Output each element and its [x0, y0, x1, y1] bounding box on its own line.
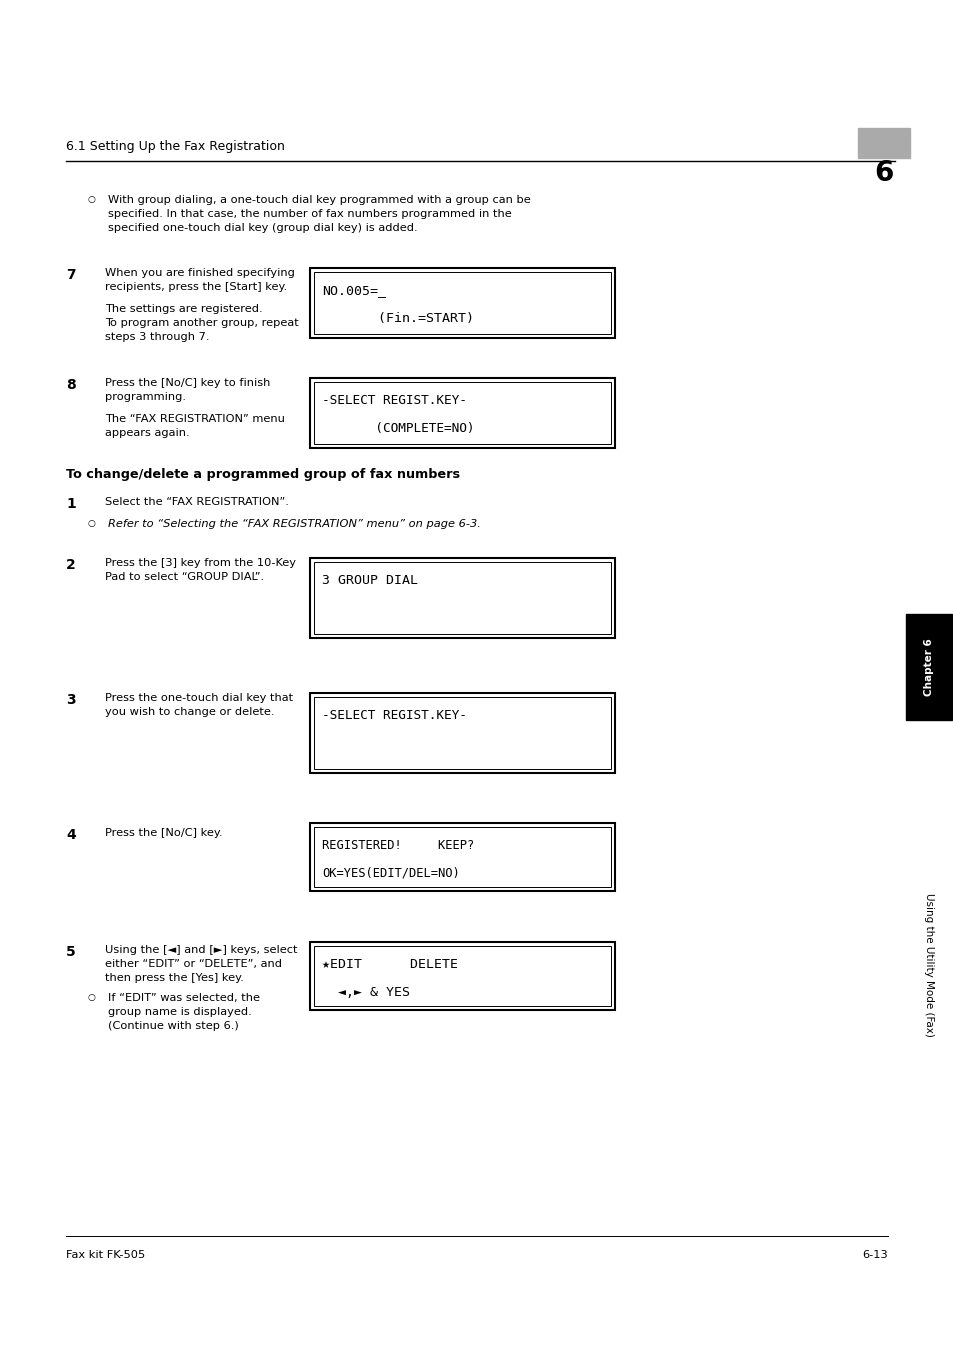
Text: specified one-touch dial key (group dial key) is added.: specified one-touch dial key (group dial…: [108, 223, 417, 232]
Text: ★EDIT      DELETE: ★EDIT DELETE: [322, 958, 457, 971]
Text: 6-13: 6-13: [862, 1250, 887, 1260]
Text: specified. In that case, the number of fax numbers programmed in the: specified. In that case, the number of f…: [108, 209, 511, 219]
Text: To program another group, repeat: To program another group, repeat: [105, 317, 298, 328]
Text: ◄,► & YES: ◄,► & YES: [322, 986, 410, 998]
Text: (Fin.=START): (Fin.=START): [322, 312, 474, 326]
Text: Press the [3] key from the 10-Key: Press the [3] key from the 10-Key: [105, 558, 295, 567]
Bar: [314, 697, 610, 769]
Bar: [310, 267, 615, 338]
Text: 1: 1: [66, 497, 75, 511]
Bar: [314, 562, 610, 634]
Text: Using the Utility Mode (Fax): Using the Utility Mode (Fax): [923, 893, 933, 1038]
Text: ○: ○: [88, 519, 95, 528]
Text: programming.: programming.: [105, 392, 186, 403]
Text: Pad to select “GROUP DIAL”.: Pad to select “GROUP DIAL”.: [105, 571, 264, 582]
Bar: [905, 613, 951, 720]
Bar: [310, 693, 615, 773]
Bar: [314, 382, 610, 444]
Text: Select the “FAX REGISTRATION”.: Select the “FAX REGISTRATION”.: [105, 497, 289, 507]
Text: Fax kit FK-505: Fax kit FK-505: [66, 1250, 145, 1260]
Text: ○: ○: [88, 993, 95, 1002]
Bar: [310, 942, 615, 1011]
Text: 8: 8: [66, 378, 75, 392]
Text: recipients, press the [Start] key.: recipients, press the [Start] key.: [105, 282, 287, 292]
Bar: [310, 823, 615, 892]
Text: (Continue with step 6.): (Continue with step 6.): [108, 1021, 238, 1031]
Bar: [857, 128, 909, 158]
Text: NO.005=_: NO.005=_: [322, 284, 386, 297]
Text: Press the [No/C] key.: Press the [No/C] key.: [105, 828, 222, 838]
Text: The settings are registered.: The settings are registered.: [105, 304, 262, 313]
Text: REGISTERED!     KEEP?: REGISTERED! KEEP?: [322, 839, 474, 852]
Text: group name is displayed.: group name is displayed.: [108, 1006, 252, 1017]
Text: 4: 4: [66, 828, 75, 842]
Text: you wish to change or delete.: you wish to change or delete.: [105, 707, 274, 717]
Text: -SELECT REGIST.KEY-: -SELECT REGIST.KEY-: [322, 709, 466, 721]
Text: 6: 6: [873, 159, 893, 186]
Text: With group dialing, a one-touch dial key programmed with a group can be: With group dialing, a one-touch dial key…: [108, 195, 530, 205]
Text: appears again.: appears again.: [105, 428, 190, 438]
Text: either “EDIT” or “DELETE”, and: either “EDIT” or “DELETE”, and: [105, 959, 282, 969]
Text: The “FAX REGISTRATION” menu: The “FAX REGISTRATION” menu: [105, 413, 285, 424]
Text: Press the [No/C] key to finish: Press the [No/C] key to finish: [105, 378, 270, 388]
Text: Using the [◄] and [►] keys, select: Using the [◄] and [►] keys, select: [105, 944, 297, 955]
Bar: [310, 558, 615, 638]
Text: ○: ○: [88, 195, 95, 204]
Text: Press the one-touch dial key that: Press the one-touch dial key that: [105, 693, 293, 703]
Text: (COMPLETE=NO): (COMPLETE=NO): [322, 422, 474, 435]
Text: steps 3 through 7.: steps 3 through 7.: [105, 332, 210, 342]
Bar: [314, 272, 610, 334]
Bar: [310, 378, 615, 449]
Bar: [314, 946, 610, 1006]
Text: 5: 5: [66, 944, 75, 959]
Text: -SELECT REGIST.KEY-: -SELECT REGIST.KEY-: [322, 394, 466, 407]
Text: 7: 7: [66, 267, 75, 282]
Bar: [314, 827, 610, 888]
Text: Chapter 6: Chapter 6: [923, 638, 933, 696]
Text: Refer to “Selecting the “FAX REGISTRATION” menu” on page 6-3.: Refer to “Selecting the “FAX REGISTRATIO…: [108, 519, 480, 530]
Text: then press the [Yes] key.: then press the [Yes] key.: [105, 973, 244, 984]
Text: 3 GROUP DIAL: 3 GROUP DIAL: [322, 574, 417, 586]
Text: If “EDIT” was selected, the: If “EDIT” was selected, the: [108, 993, 260, 1002]
Text: 3: 3: [66, 693, 75, 707]
Text: To change/delete a programmed group of fax numbers: To change/delete a programmed group of f…: [66, 467, 459, 481]
Text: OK=YES(EDIT/DEL=NO): OK=YES(EDIT/DEL=NO): [322, 867, 459, 880]
Text: When you are finished specifying: When you are finished specifying: [105, 267, 294, 278]
Text: 2: 2: [66, 558, 75, 571]
Text: 6.1 Setting Up the Fax Registration: 6.1 Setting Up the Fax Registration: [66, 141, 285, 153]
